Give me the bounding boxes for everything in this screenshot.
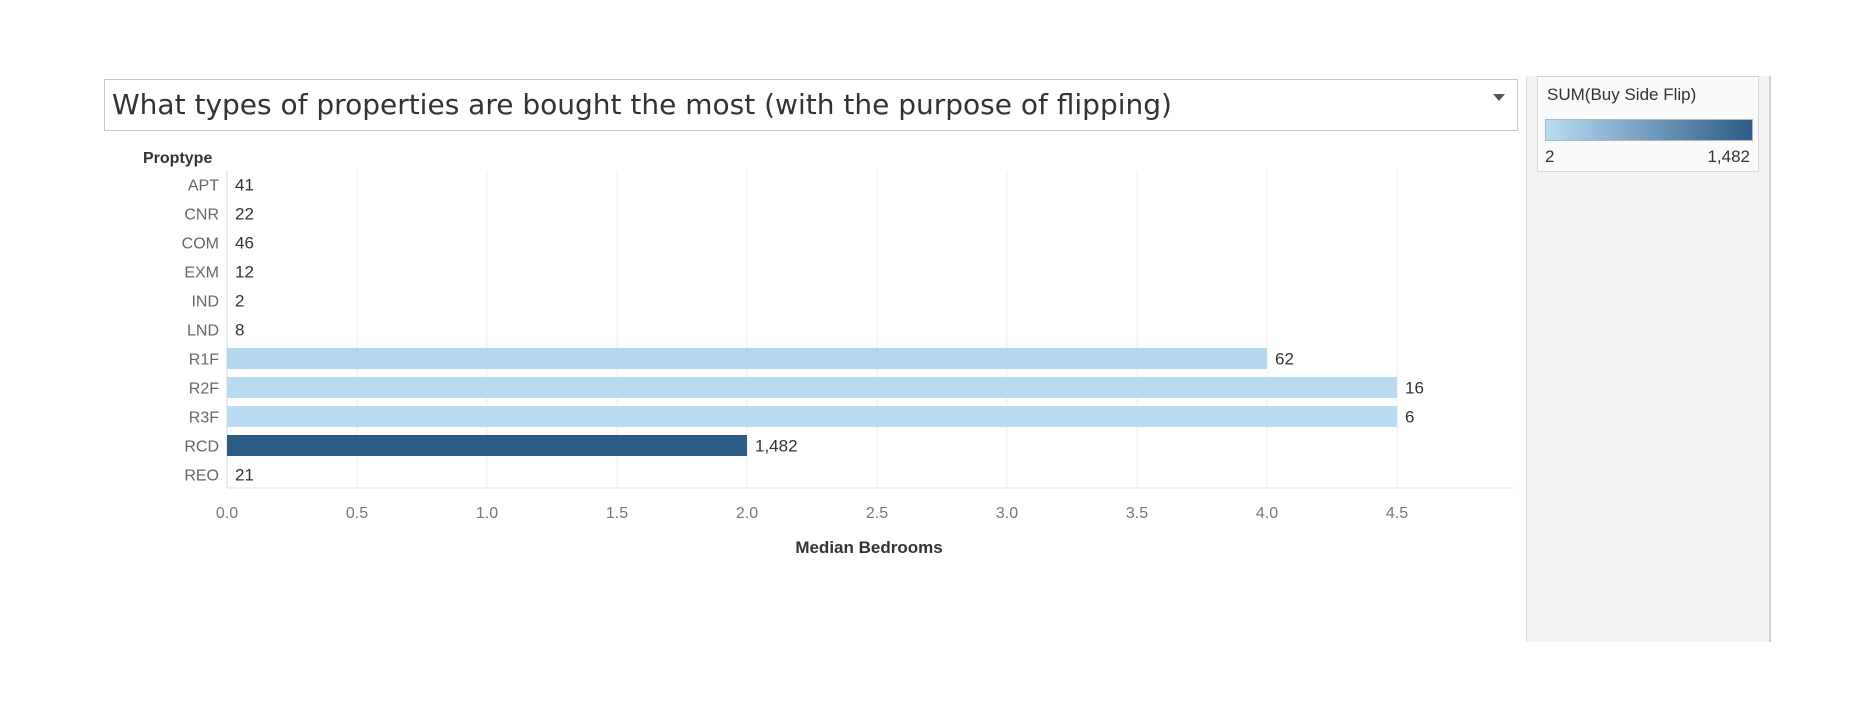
- legend-min-label: 2: [1545, 147, 1555, 166]
- category-label: EXM: [184, 265, 219, 282]
- chart-title: What types of properties are bought the …: [112, 88, 1172, 121]
- x-tick-label: 4.0: [1256, 505, 1278, 522]
- category-labels: APT CNR COM EXM IND LND R1F R2F R3F RCD REO: [182, 178, 220, 485]
- row-header-proptype: Proptype: [143, 150, 212, 167]
- x-tick-label: 2.5: [866, 505, 888, 522]
- x-axis-ticks: 0.0 0.5 1.0 1.5 2.0 2.5 3.0 3.5 4.0 4.5: [216, 505, 1408, 522]
- bar-r1f[interactable]: [227, 348, 1267, 369]
- x-axis-title: Median Bedrooms: [795, 538, 942, 557]
- bar-r2f[interactable]: [227, 377, 1397, 398]
- category-label: APT: [188, 178, 219, 195]
- x-tick-label: 2.0: [736, 505, 758, 522]
- data-label: 22: [235, 205, 254, 224]
- legend-max-label: 1,482: [1707, 147, 1750, 166]
- x-tick-label: 3.0: [996, 505, 1018, 522]
- bars: [227, 348, 1397, 456]
- legend-panel: SUM(Buy Side Flip) 2 1,482: [1526, 76, 1771, 642]
- category-label: COM: [182, 236, 219, 253]
- data-label: 21: [235, 466, 254, 485]
- x-tick-label: 4.5: [1386, 505, 1408, 522]
- category-label: R2F: [189, 381, 219, 398]
- category-label: LND: [187, 323, 219, 340]
- x-tick-label: 1.0: [476, 505, 498, 522]
- gridlines: [226, 170, 1513, 489]
- data-label: 16: [1405, 379, 1424, 398]
- data-label: 41: [235, 176, 254, 195]
- category-label: R1F: [189, 352, 219, 369]
- data-label: 12: [235, 263, 254, 282]
- color-legend[interactable]: SUM(Buy Side Flip) 2 1,482: [1537, 76, 1759, 172]
- x-tick-label: 3.5: [1126, 505, 1148, 522]
- sheet-title-selector[interactable]: What types of properties are bought the …: [104, 79, 1518, 131]
- bar-chart: APT CNR COM EXM IND LND R1F R2F R3F RCD REO 41 22 46…: [143, 150, 1513, 557]
- category-label: REO: [184, 468, 219, 485]
- x-tick-label: 0.5: [346, 505, 368, 522]
- data-label: 8: [235, 321, 244, 340]
- data-labels: 41 22 46 12 2 8 62 16 6 1,482 21: [235, 176, 1424, 485]
- data-label: 46: [235, 234, 254, 253]
- legend-color-ramp: [1545, 119, 1753, 141]
- bar-r3f[interactable]: [227, 406, 1397, 427]
- legend-title: SUM(Buy Side Flip): [1547, 85, 1697, 104]
- category-label: IND: [191, 294, 219, 311]
- bar-rcd[interactable]: [227, 435, 747, 456]
- category-label: CNR: [184, 207, 219, 224]
- category-label: R3F: [189, 410, 219, 427]
- x-tick-label: 1.5: [606, 505, 628, 522]
- data-label: 1,482: [755, 437, 798, 456]
- dropdown-caret-icon[interactable]: [1493, 94, 1505, 101]
- x-tick-label: 0.0: [216, 505, 238, 522]
- category-label: RCD: [184, 439, 219, 456]
- data-label: 62: [1275, 350, 1294, 369]
- data-label: 2: [235, 292, 244, 311]
- data-label: 6: [1405, 408, 1414, 427]
